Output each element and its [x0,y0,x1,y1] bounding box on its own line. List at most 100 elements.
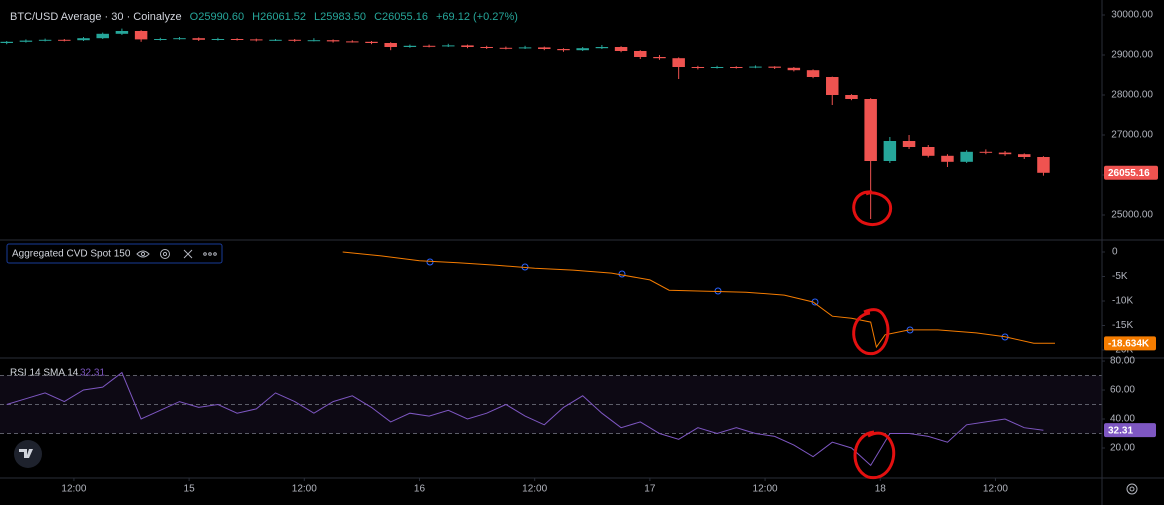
candle-body [826,77,839,95]
axis-settings-icon[interactable] [1126,483,1138,495]
candle-body [614,47,628,51]
last-value-box [1104,423,1156,438]
series-line [342,251,1056,349]
candle-body [787,67,801,71]
candle-body [518,47,532,49]
marks: 25000.0026000.0027000.0028000.0029000.00… [0,10,1158,495]
y-tick-label: 40.00 [1110,414,1135,425]
candle-body [979,151,993,153]
rsi-band [0,375,1102,434]
candle-body [346,41,359,43]
eye-icon[interactable] [136,250,150,258]
y-tick-label: 27000.00 [1111,130,1153,141]
y-tick-label: 20.00 [1110,443,1135,454]
y-tick-label: 28000.00 [1111,90,1153,101]
last-value-label: 26055.16 [1108,168,1150,179]
candle-body [691,67,705,68]
candle-body [19,40,33,42]
candle-body [230,39,244,40]
candle-body [250,39,263,41]
candle-body [730,67,743,68]
candle-body [845,95,858,99]
candle-body [538,47,551,49]
candle-body [480,47,493,48]
ohlc-close: C26055.16 [374,11,428,23]
ohlc-low: L25983.50 [314,11,367,23]
more-icon[interactable] [203,252,217,256]
y-tick-label: 30000.00 [1111,10,1153,21]
x-tick-label: 12:00 [522,484,547,495]
indicator-title: Aggregated CVD Spot 150 [12,249,131,260]
x-tick-label: 17 [644,484,656,495]
y-tick-label: 29000.00 [1111,50,1153,61]
candle-body [922,147,935,156]
candle-body [998,152,1012,155]
candle-body [941,155,954,162]
candle-body [749,66,762,68]
hand-drawn-circles [852,190,896,480]
candle-body [806,70,820,77]
candle-body [0,41,13,43]
symbol-header: BTC/USD Average · 30 · Coinalyze O25990.… [10,11,523,23]
x-tick-label: 12:00 [753,484,778,495]
y-tick-label: 80.00 [1110,356,1135,367]
ohlc-high: H26061.52 [252,11,306,23]
x-tick-label: 12:00 [292,484,317,495]
candle-body [864,99,877,161]
rsi-band-layer [0,375,1102,434]
x-tick-label: 12:00 [61,484,86,495]
candle-body [557,49,570,51]
candle-body [883,141,897,161]
candle-body [461,45,474,47]
candle-body [634,51,647,57]
candle-body [499,47,513,49]
indicator-title: RSI 14 SMA 14 [10,368,79,379]
candle-body [1037,157,1050,173]
last-value-box [1104,336,1156,351]
y-tick-label: 0 [1112,247,1118,258]
candle-body [173,38,186,40]
price-change: +69.12 (+0.27%) [436,11,518,23]
x-tick-label: 15 [184,484,196,495]
candle-body [902,141,916,147]
settings-icon[interactable] [160,249,170,259]
candle-body [1018,154,1031,157]
candle-body [672,58,685,67]
series-line [6,371,1044,467]
y-tick-label: -10K [1112,296,1133,307]
candle-body [58,39,71,41]
x-tick-label: 18 [875,484,887,495]
indicator-legend[interactable] [6,243,223,264]
y-tick-label: 25000.00 [1111,210,1153,221]
candle-body [288,39,301,41]
candle-body [576,48,589,51]
candle-body [653,57,666,59]
x-tick-label: 12:00 [983,484,1008,495]
y-tick-label: 60.00 [1110,385,1135,396]
candle-body [115,31,129,34]
candle-body [96,33,109,39]
candle-body [442,45,455,47]
candle-body [960,151,973,162]
last-value-label: 32.31 [1108,425,1133,436]
candle-body [768,66,781,68]
candle-body [211,39,225,40]
candle-body [38,39,52,41]
candle-body [422,45,436,47]
candle-body [365,41,378,43]
last-value-label: -18.634K [1108,338,1150,349]
candle-body [134,31,148,40]
candle-body [77,38,90,41]
last-value-box [1104,165,1158,180]
ohlc-open: O25990.60 [189,11,245,23]
logo[interactable] [14,440,42,468]
remove-icon[interactable] [183,249,193,259]
candle-body [307,40,321,42]
candle-body [384,43,397,47]
candle-body [269,39,282,41]
y-tick-label: -5K [1112,271,1128,282]
candle-body [192,38,205,40]
y-tick-label: -15K [1112,320,1133,331]
